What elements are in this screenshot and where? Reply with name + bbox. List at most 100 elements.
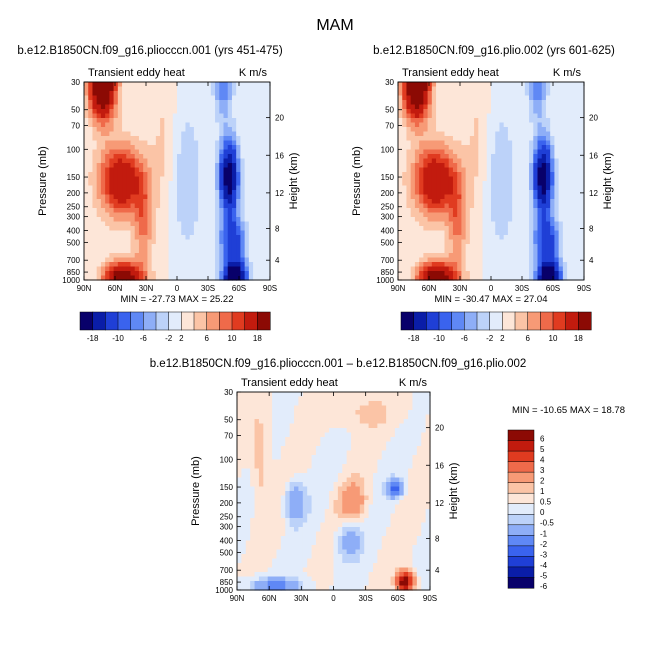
plot-cell — [562, 86, 568, 92]
plot-cell — [550, 217, 556, 223]
plot-cell — [394, 401, 400, 407]
plot-cell — [414, 127, 420, 133]
plot-cell — [122, 172, 127, 178]
plot-cell — [571, 140, 577, 146]
plot-cell — [276, 482, 282, 488]
plot-cell — [545, 109, 551, 115]
plot-cell — [465, 113, 471, 119]
plot-cell — [126, 136, 132, 142]
plot-cell — [219, 235, 225, 241]
plot-cell — [440, 109, 446, 115]
plot-cell — [105, 239, 110, 245]
plot-cell — [88, 212, 94, 218]
plot-cell — [189, 235, 195, 241]
plot-cell — [315, 473, 321, 479]
plot-cell — [285, 437, 291, 443]
plot-cell — [558, 194, 564, 200]
plot-cell — [109, 95, 115, 101]
plot-cell — [253, 257, 258, 263]
plot-cell — [351, 419, 357, 425]
plot-cell — [427, 244, 433, 250]
plot-cell — [372, 446, 378, 452]
plot-cell — [474, 185, 479, 191]
plot-cell — [406, 271, 412, 277]
plot-cell — [457, 122, 463, 128]
plot-cell — [122, 226, 127, 232]
plot-cell — [253, 118, 258, 124]
plot-cell — [248, 95, 254, 101]
plot-cell — [440, 181, 446, 187]
plot-cell — [258, 486, 264, 492]
plot-cell — [248, 266, 254, 272]
plot-cell — [84, 203, 89, 209]
plot-cell — [474, 154, 479, 160]
plot-cell — [215, 235, 220, 241]
plot-cell — [223, 122, 229, 128]
plot-cell — [193, 122, 199, 128]
plot-cell — [414, 109, 420, 115]
plot-cell — [253, 163, 258, 169]
plot-cell — [412, 396, 418, 402]
plot-cell — [431, 127, 437, 133]
plot-cell — [164, 194, 170, 200]
plot-cell — [419, 199, 424, 205]
plot-cell — [507, 235, 513, 241]
plot-cell — [444, 113, 450, 119]
plot-cell — [486, 199, 492, 205]
plot-cell — [410, 113, 416, 119]
plot-cell — [261, 100, 267, 106]
plot-cell — [88, 199, 94, 205]
plot-cell — [193, 212, 199, 218]
plot-cell — [507, 149, 513, 155]
plot-cell — [529, 100, 534, 106]
plot-cell — [206, 86, 212, 92]
plot-cell — [276, 419, 282, 425]
plot-cell — [425, 450, 431, 456]
plot-cell — [265, 149, 271, 155]
plot-cell — [537, 212, 543, 218]
y-tick-label: 850 — [381, 268, 395, 277]
plot-cell — [423, 131, 429, 137]
plot-cell — [147, 221, 153, 227]
plot-cell — [444, 86, 450, 92]
plot-cell — [394, 414, 400, 420]
plot-cell — [253, 181, 258, 187]
plot-cell — [143, 145, 149, 151]
plot-cell — [253, 185, 258, 191]
plot-cell — [172, 140, 178, 146]
plot-cell — [294, 468, 300, 474]
plot-cell — [545, 172, 551, 178]
plot-cell — [134, 136, 140, 142]
plot-cell — [440, 145, 446, 151]
plot-cell — [425, 419, 431, 425]
plot-cell — [342, 459, 348, 465]
plot-cell — [507, 226, 513, 232]
plot-cell — [294, 432, 300, 438]
plot-cell — [134, 194, 140, 200]
plot-cell — [237, 455, 242, 461]
plot-cell — [289, 432, 295, 438]
plot-cell — [88, 275, 94, 281]
plot-cell — [219, 199, 225, 205]
plot-cell — [105, 203, 110, 209]
plot-cell — [298, 468, 304, 474]
plot-cell — [364, 396, 370, 402]
plot-cell — [482, 91, 488, 97]
plot-cell — [160, 91, 165, 97]
plot-cell — [202, 203, 208, 209]
plot-cell — [219, 181, 225, 187]
plot-cell — [172, 100, 178, 106]
plot-cell — [88, 208, 94, 214]
plot-cell — [533, 221, 539, 227]
plot-cell — [272, 410, 278, 416]
plot-cell — [412, 455, 418, 461]
plot-cell — [231, 167, 237, 173]
plot-cell — [342, 464, 348, 470]
plot-cell — [520, 136, 526, 142]
plot-cell — [425, 432, 431, 438]
plot-cell — [448, 167, 454, 173]
x-tick-label: 60N — [422, 284, 437, 293]
plot-cell — [351, 477, 357, 483]
plot-cell — [193, 82, 199, 88]
plot-cell — [346, 473, 352, 479]
